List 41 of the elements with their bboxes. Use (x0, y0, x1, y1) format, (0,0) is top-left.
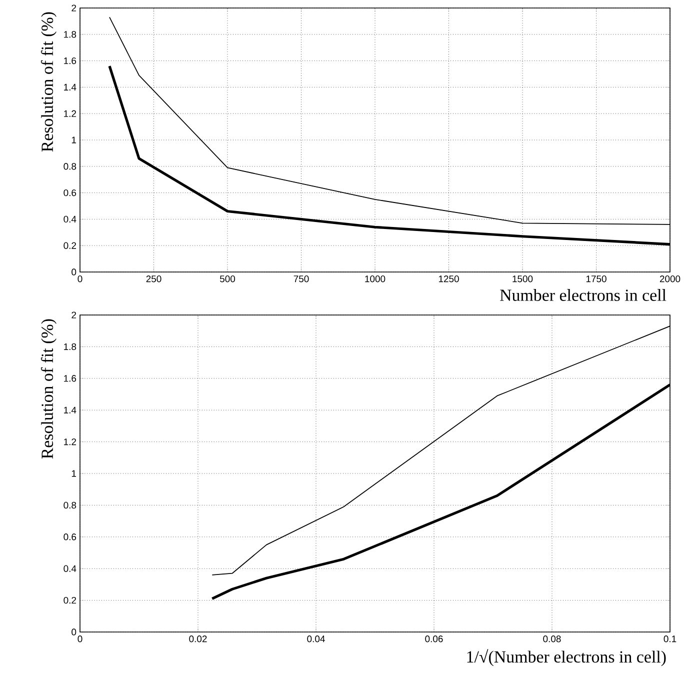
x-tick-label: 1250 (438, 276, 459, 282)
x-tick-label: 1500 (512, 276, 533, 282)
x-tick-label: 1750 (586, 276, 606, 282)
x-tick-label: 0.1 (664, 636, 676, 642)
y-tick-label: 0.2 (64, 242, 76, 249)
y-tick-label: 1 (72, 470, 76, 477)
y-tick-label: 1.2 (64, 438, 76, 446)
y-tick-label: 0.6 (64, 189, 76, 196)
y-tick-label: 1.2 (64, 110, 76, 117)
x-tick-label: 0 (78, 636, 82, 642)
y-tick-label: 1 (72, 136, 76, 144)
y-tick-label: 1.6 (64, 57, 76, 64)
y-tick-label: 0.4 (64, 216, 76, 223)
x-axis-title: 1/√(Number electrons in cell) (467, 649, 666, 666)
x-tick-label: 500 (220, 276, 236, 282)
x-tick-label: 250 (146, 276, 162, 282)
y-tick-label: 0 (72, 628, 76, 636)
y-tick-label: 0.2 (64, 596, 76, 604)
y-tick-label: 0.8 (64, 163, 76, 170)
y-tick-label: 0.6 (64, 534, 76, 540)
x-tick-label: 0.02 (189, 636, 207, 642)
y-axis-title: Resolution of fit (%) (40, 319, 56, 459)
y-tick-label: 1.4 (64, 406, 76, 414)
x-tick-label: 0.06 (425, 636, 443, 642)
x-tick-label: 0.08 (543, 636, 561, 642)
x-tick-label: 750 (294, 276, 309, 282)
y-tick-label: 2 (72, 4, 76, 12)
x-axis-title: Number electrons in cell (500, 289, 666, 301)
y-tick-label: 0.4 (64, 565, 76, 572)
y-tick-label: 1.6 (64, 375, 76, 382)
x-tick-label: 0.04 (307, 636, 325, 642)
y-tick-label: 2 (72, 312, 76, 318)
y-tick-label: 0.8 (64, 502, 76, 509)
x-tick-label: 0 (78, 276, 82, 282)
y-tick-label: 1.4 (64, 84, 76, 90)
y-tick-label: 1.8 (64, 31, 76, 38)
x-tick-label: 1000 (365, 276, 386, 282)
x-tick-label: 2000 (660, 276, 680, 282)
y-tick-label: 1.8 (64, 343, 76, 350)
y-axis-title: Resolution of fit (%) (40, 12, 56, 152)
y-tick-label: 0 (72, 268, 76, 276)
